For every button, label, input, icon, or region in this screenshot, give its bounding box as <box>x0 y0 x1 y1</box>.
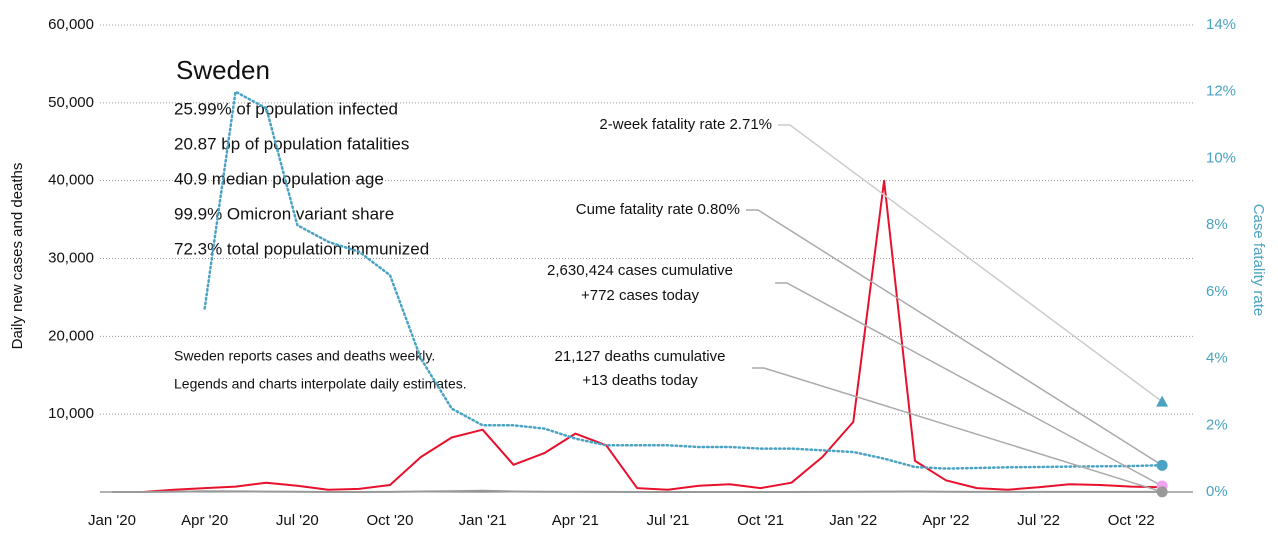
info-line: 40.9 median population age <box>174 169 384 188</box>
x-tick-label: Jul '21 <box>646 512 689 529</box>
x-tick-label: Jan '22 <box>829 512 877 529</box>
y-tick-label: 40,000 <box>48 172 94 189</box>
end-marker <box>1156 395 1169 407</box>
y-tick-label: 10,000 <box>48 405 94 422</box>
leader-line <box>752 367 1163 493</box>
series-line <box>112 179 1163 493</box>
series-line <box>112 489 1163 493</box>
marker-label: 21,127 deaths cumulative <box>555 348 726 365</box>
info-line: 99.9% Omicron variant share <box>174 204 394 223</box>
y-tick-label: 60,000 <box>48 16 94 33</box>
x-tick-label: Oct '21 <box>737 512 784 529</box>
marker-label: +13 deaths today <box>582 372 698 389</box>
series-line <box>203 90 1164 470</box>
x-tick-label: Jan '20 <box>88 512 136 529</box>
x-tick-label: Jul '22 <box>1017 512 1060 529</box>
x-tick-label: Apr '21 <box>552 512 599 529</box>
x-tick-label: Oct '20 <box>366 512 413 529</box>
leader-line <box>746 209 1163 466</box>
info-line: 72.3% total population immunized <box>174 239 429 258</box>
leader-line <box>778 124 1163 403</box>
marker-label: Cume fatality rate 0.80% <box>576 201 740 218</box>
note-line: Sweden reports cases and deaths weekly. <box>174 348 435 364</box>
end-marker <box>1156 486 1168 498</box>
y2-axis-label: Case fatality rate <box>1250 204 1267 317</box>
marker-label: 2,630,424 cases cumulative <box>547 262 733 279</box>
y2-tick-label: 12% <box>1206 83 1236 100</box>
y2-tick-label: 8% <box>1206 216 1228 233</box>
end-marker <box>1156 459 1168 471</box>
marker-label: +772 cases today <box>581 287 700 304</box>
y2-tick-label: 10% <box>1206 149 1236 166</box>
y-tick-label: 50,000 <box>48 94 94 111</box>
y2-tick-label: 2% <box>1206 416 1228 433</box>
y2-tick-label: 14% <box>1206 16 1236 33</box>
y-tick-label: 30,000 <box>48 249 94 266</box>
y2-tick-label: 0% <box>1206 483 1228 500</box>
y2-tick-label: 6% <box>1206 283 1228 300</box>
x-tick-label: Jan '21 <box>459 512 507 529</box>
y-axis-label: Daily new cases and deaths <box>9 163 26 350</box>
leader-line <box>775 282 1163 487</box>
note-line: Legends and charts interpolate daily est… <box>174 376 467 392</box>
chart-title: Sweden <box>176 55 270 85</box>
x-tick-label: Apr '22 <box>922 512 969 529</box>
x-tick-label: Oct '22 <box>1108 512 1155 529</box>
x-tick-label: Apr '20 <box>181 512 228 529</box>
marker-label: 2-week fatality rate 2.71% <box>599 116 772 133</box>
info-line: 20.87 bp of population fatalities <box>174 134 409 153</box>
x-tick-label: Jul '20 <box>276 512 319 529</box>
y2-tick-label: 4% <box>1206 350 1228 367</box>
y-tick-label: 20,000 <box>48 327 94 344</box>
info-line: 25.99% of population infected <box>174 99 398 118</box>
